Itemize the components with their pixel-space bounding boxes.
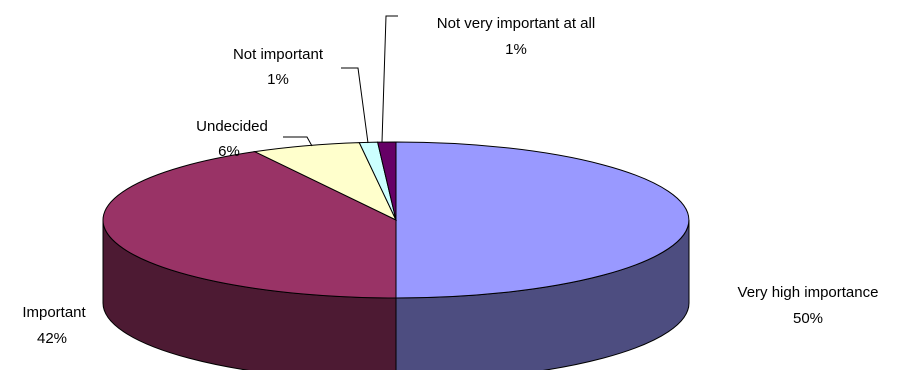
leader-undecided (283, 136, 313, 147)
pct-undecided: 6% (218, 143, 240, 160)
slice-important (102, 151, 397, 299)
pct-very-high-importance: 50% (793, 310, 823, 327)
label-not-important: Not important (233, 46, 324, 63)
pct-not-very-important-at-all: 1% (505, 41, 527, 58)
pct-important: 42% (37, 330, 67, 347)
slice-not-very-important-at-all (376, 141, 397, 221)
pct-not-important: 1% (267, 71, 289, 88)
leader-not-very-important-at-all (381, 15, 398, 143)
leader-lines (283, 15, 398, 147)
label-very-high-importance: Very high importance (738, 284, 879, 301)
label-important: Important (22, 304, 86, 321)
leader-not-important (341, 67, 369, 144)
label-not-very-important-at-all: Not very important at all (437, 15, 595, 32)
pie-tops (102, 141, 690, 299)
slice-very-high-importance (395, 141, 690, 299)
label-undecided: Undecided (196, 118, 268, 135)
